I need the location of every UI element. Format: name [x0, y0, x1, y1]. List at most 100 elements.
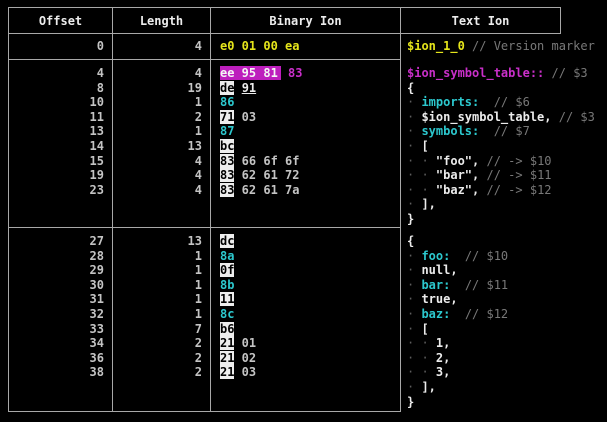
- text-token: ·: [407, 321, 422, 336]
- length-value: 2: [194, 365, 202, 380]
- text-token: ·: [407, 277, 422, 292]
- length-value: 1: [194, 248, 202, 263]
- ion-inspect-table: Offset Length Binary Ion 0 4 e0 01 00 ea 4 8…: [8, 7, 401, 412]
- offset-cell: 4 8 10 11 13 14 15 19 23: [9, 60, 113, 227]
- text-ion-line: · · "foo", // -> $10: [407, 154, 607, 169]
- column-header-length: Length: [113, 8, 211, 33]
- text-token: $ion_1_0: [407, 39, 465, 53]
- offset-value: 19: [89, 168, 104, 183]
- hex-byte-token: e0 01 00 ea: [220, 39, 300, 53]
- hex-byte-token: 0f: [220, 263, 235, 278]
- text-ion-line: · · 2,: [407, 351, 607, 366]
- text-token: · ·: [407, 168, 436, 183]
- offset-value: 33: [89, 321, 104, 336]
- offset-value: 15: [89, 153, 104, 168]
- hex-byte-token: 83: [288, 66, 303, 80]
- text-token: // -> $11: [486, 168, 552, 183]
- text-ion-line: · bar: // $11: [407, 278, 607, 293]
- hex-byte-token: 91: [241, 80, 257, 95]
- hex-byte-token: 01: [234, 336, 257, 351]
- text-ion-line: · $ion_symbol_table, // $3: [407, 110, 607, 125]
- binary-bytes-line: 11: [220, 292, 400, 307]
- text-token: "bar",: [435, 168, 480, 183]
- text-ion-line: · foo: // $10: [407, 249, 607, 264]
- binary-bytes-line: 8c: [220, 307, 400, 322]
- length-value: 13: [187, 234, 202, 248]
- binary-bytes-line: 8b: [220, 278, 400, 293]
- text-ion-line: · baz: // $12: [407, 307, 607, 322]
- text-ion-line: $ion_1_0 // Version marker: [407, 39, 607, 54]
- text-ion-line: }: [407, 395, 607, 410]
- binary-bytes-line: 83 62 61 7a: [220, 182, 400, 198]
- text-token: // -> $10: [486, 153, 552, 168]
- text-token: // $6: [493, 95, 530, 110]
- offset-value: 8: [96, 80, 104, 95]
- binary-bytes-line: 0f: [220, 263, 400, 278]
- binary-bytes-line: ee 95 81 83: [220, 66, 400, 81]
- text-token: [479, 124, 493, 138]
- text-token: bar:: [421, 277, 451, 292]
- length-cell: 4: [113, 34, 211, 59]
- hex-byte-token: bc: [220, 138, 235, 153]
- text-ion-line: · ],: [407, 380, 607, 395]
- length-value: 2: [194, 336, 202, 351]
- text-token: [: [421, 321, 429, 336]
- column-header-text-ion-label: Text Ion: [451, 13, 510, 28]
- text-ion-line: }: [407, 212, 607, 227]
- text-ion-line: · · 3,: [407, 365, 607, 380]
- column-header-binary-ion: Binary Ion: [269, 13, 342, 28]
- offset-value: 13: [89, 124, 104, 139]
- binary-cell: ee 95 81 83 de 91 86 71 03 87 bc 83 66 6f 6f 83…: [211, 60, 400, 227]
- text-token: }: [407, 394, 415, 409]
- length-value: 1: [194, 277, 202, 292]
- text-token: ·: [407, 263, 422, 278]
- hex-byte-token: 03: [234, 365, 257, 380]
- text-token: "foo",: [435, 153, 480, 168]
- text-token: ·: [407, 197, 422, 212]
- text-token: [479, 168, 486, 182]
- hex-byte-token: 87: [220, 124, 235, 139]
- hex-byte-token: [281, 66, 288, 80]
- binary-bytes-line: 83 62 61 72: [220, 168, 400, 183]
- length-value: 4: [194, 39, 202, 53]
- offset-value: 10: [89, 95, 104, 110]
- text-token: [: [421, 138, 429, 153]
- binary-cell: e0 01 00 ea: [211, 34, 400, 59]
- text-ion-line: · · "bar", // -> $11: [407, 168, 607, 183]
- text-token: {: [407, 80, 415, 95]
- length-value: 1: [194, 95, 202, 110]
- text-ion-line: · [: [407, 322, 607, 337]
- hex-byte-token: 8b: [220, 277, 235, 292]
- binary-bytes-line: 21 03: [220, 365, 400, 380]
- hex-byte-token: 8a: [220, 248, 235, 263]
- offset-value: 14: [89, 138, 104, 153]
- text-token: [450, 307, 464, 321]
- binary-bytes-line: 71 03: [220, 109, 400, 125]
- length-value: 13: [187, 138, 202, 153]
- text-token: }: [407, 211, 415, 226]
- text-token: ·: [407, 124, 422, 139]
- text-ion-line: · true,: [407, 292, 607, 307]
- text-token: ·: [407, 292, 422, 307]
- length-value: 1: [194, 263, 202, 278]
- text-token: ·: [407, 379, 422, 394]
- binary-cell: dc 8a 0f 8b 11 8c b6 21 01 21 02 21 03: [211, 228, 400, 411]
- text-token: baz:: [421, 306, 451, 321]
- text-token: // -> $12: [486, 182, 552, 197]
- text-token: null,: [421, 263, 458, 278]
- hex-byte-token: 83: [220, 153, 235, 168]
- text-token: [552, 110, 559, 124]
- text-token: 2,: [435, 350, 451, 365]
- text-token: // $11: [464, 277, 509, 292]
- hex-byte-token: 21: [220, 365, 235, 380]
- text-ion-line: {: [407, 234, 607, 249]
- hex-byte-token: 21: [220, 336, 235, 351]
- binary-bytes-line: 86: [220, 95, 400, 110]
- text-ion-section: $ion_symbol_table:: // $3{· imports: // …: [402, 60, 607, 228]
- text-token: ·: [407, 95, 422, 110]
- offset-value: 30: [89, 277, 104, 292]
- text-token: true,: [421, 292, 458, 307]
- text-token: · ·: [407, 182, 436, 197]
- text-token: foo:: [421, 248, 451, 263]
